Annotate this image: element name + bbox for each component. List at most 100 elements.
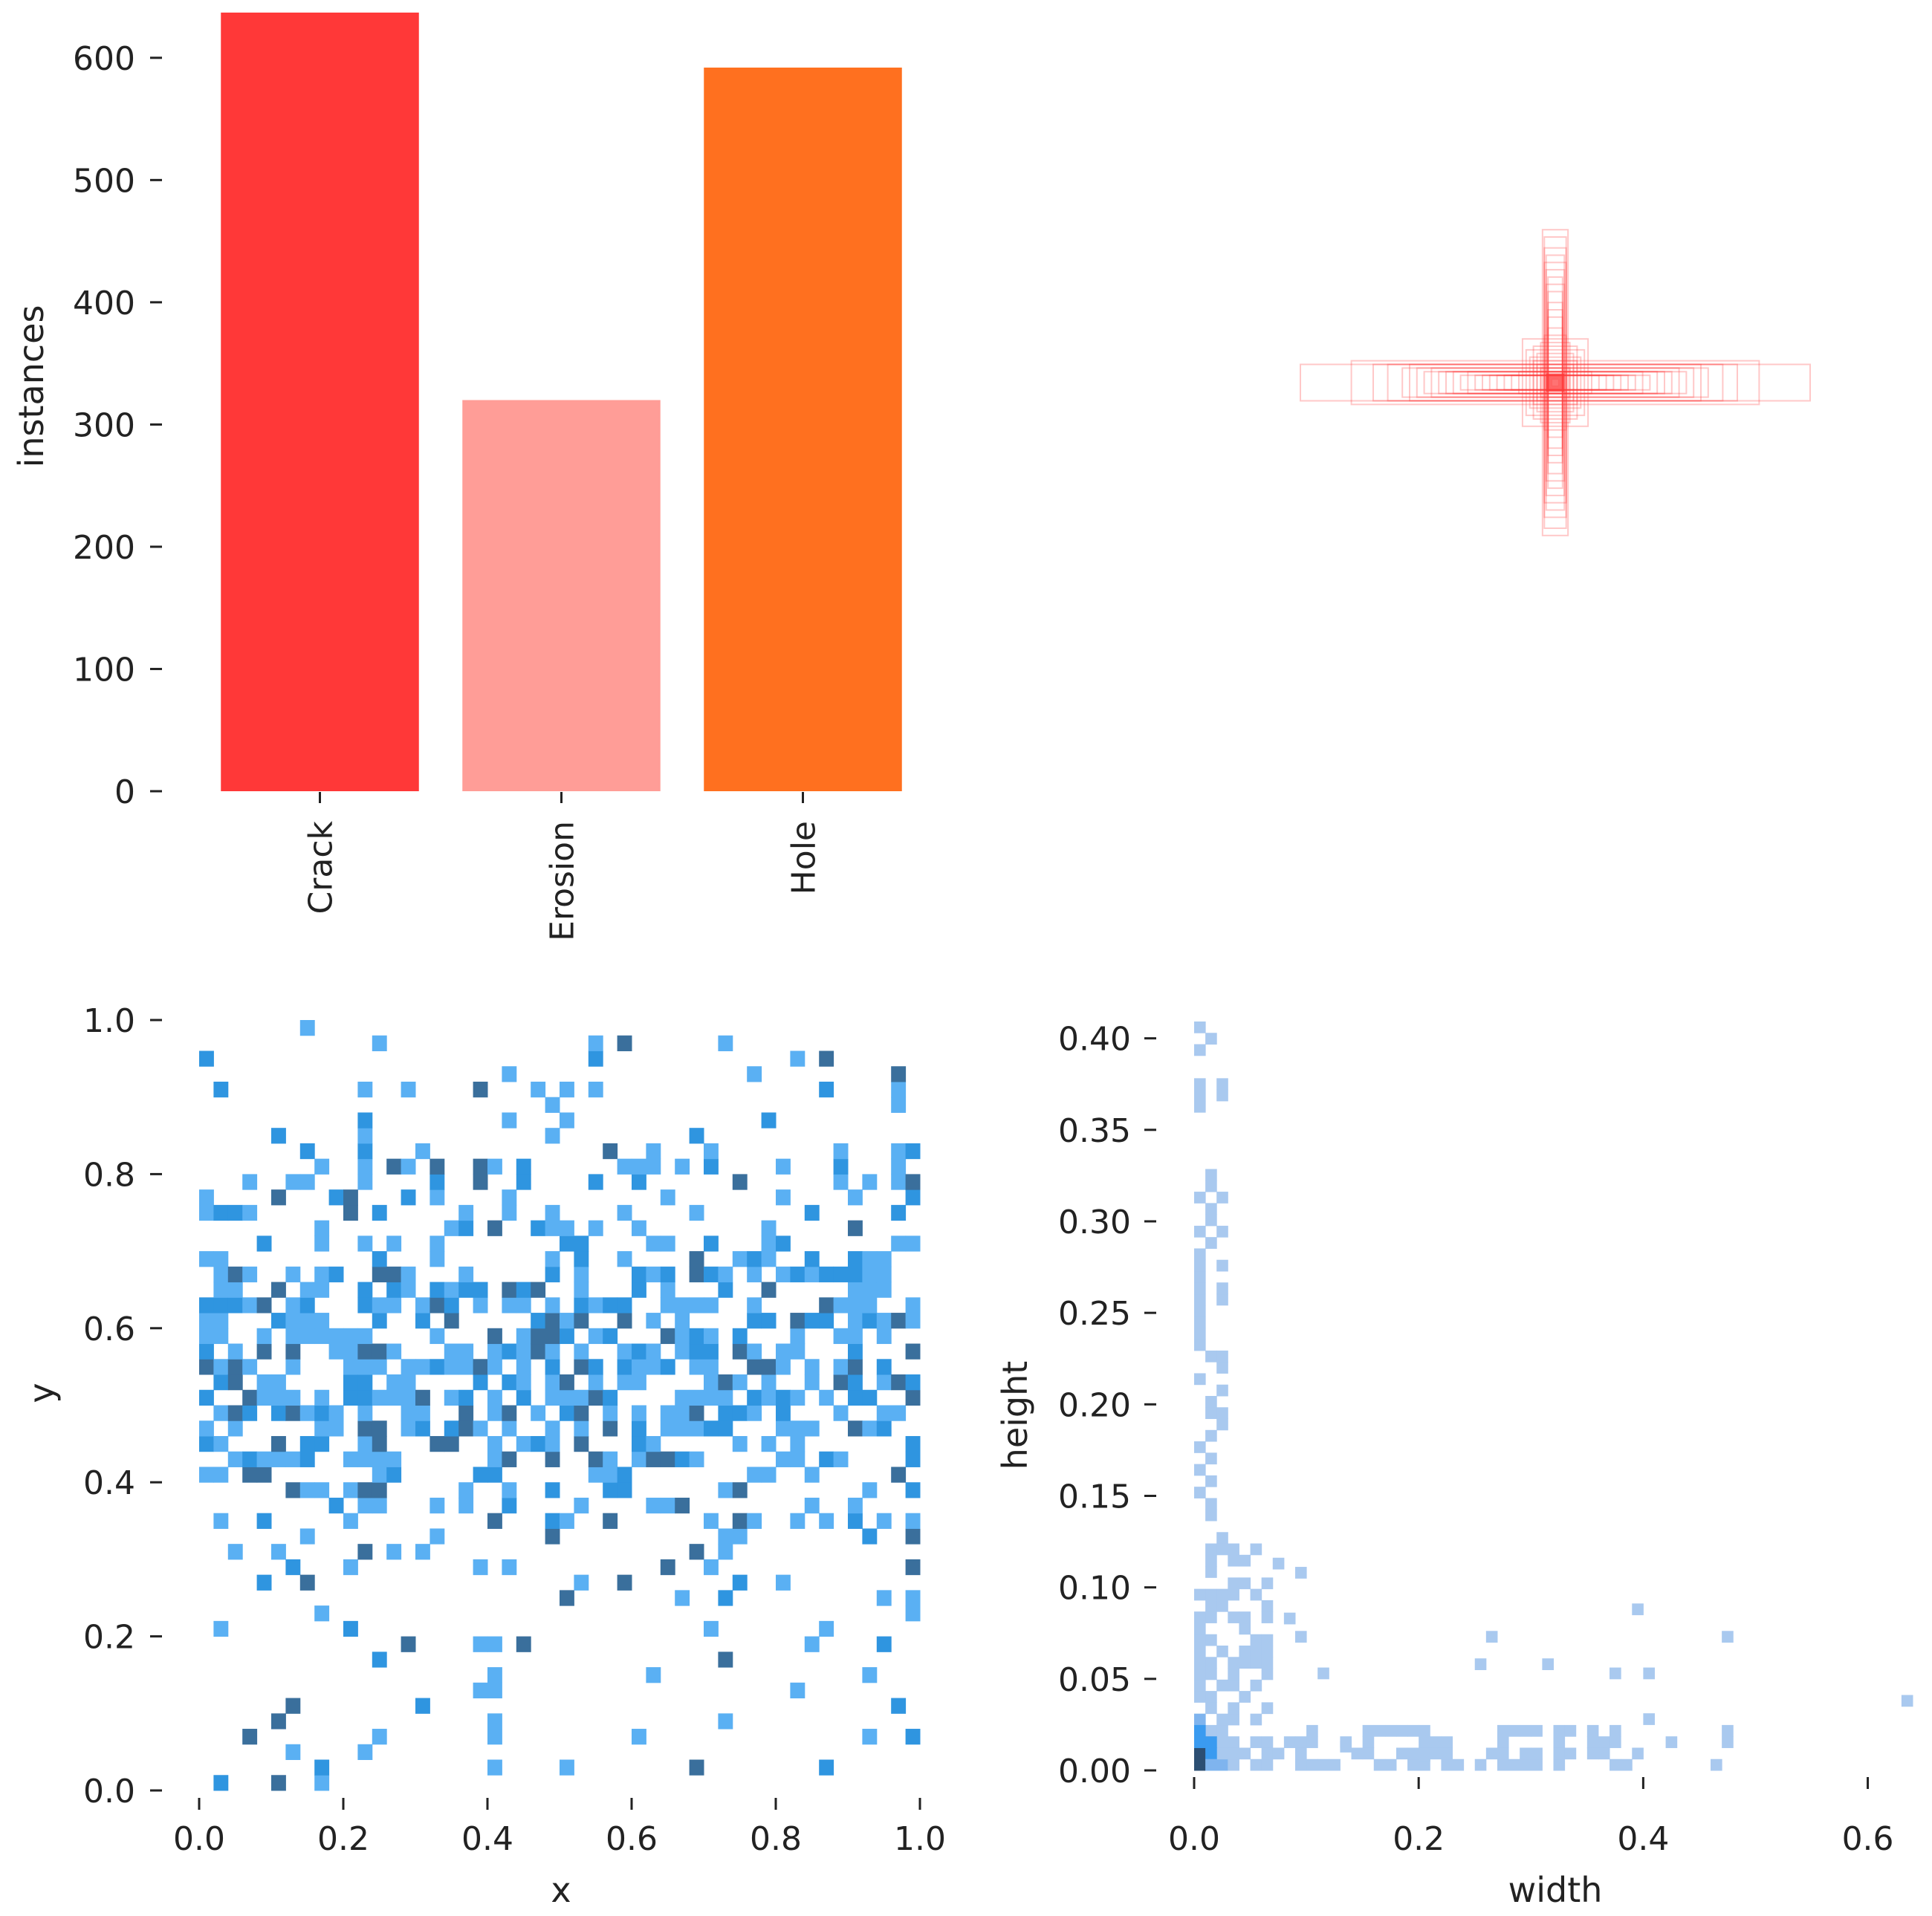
xy-heatmap-cell [357, 1420, 373, 1437]
xy-heatmap-cell [386, 1544, 402, 1560]
bounding-box [1543, 262, 1567, 504]
xy-heatmap-cell [876, 1374, 892, 1391]
xy-heatmap-cell [632, 1374, 646, 1391]
xy-heatmap-cell [213, 1266, 229, 1283]
xy-heatmap-cell [905, 1590, 921, 1606]
wh-y-tick-label: 0.00 [1058, 1753, 1131, 1790]
xy-heatmap-cell [689, 1759, 704, 1776]
xy-heatmap-cell [516, 1282, 531, 1298]
xy-heatmap-cell [343, 1389, 358, 1406]
xy-heatmap-cell [271, 1775, 286, 1791]
xy-heatmap-cell [848, 1297, 863, 1313]
xy-heatmap-cell [199, 1297, 214, 1313]
xy-heatmap-cell [675, 1158, 690, 1175]
xy-heatmap-cell [299, 1528, 315, 1545]
xy-heatmap-cell [357, 1744, 373, 1761]
xy-heatmap-cell [819, 1620, 834, 1637]
xy-heatmap-cell [328, 1405, 344, 1421]
xy-heatmap-cell [848, 1220, 863, 1236]
wh-heatmap-cell [1261, 1668, 1274, 1680]
xy-heatmap-cell [704, 1513, 719, 1529]
xy-heatmap-cell [848, 1374, 863, 1391]
width-height-heatmap: 0.0 0.2 0.4 0.6 0.00 0.05 0.10 0.15 0.20 0.25 0.3… [995, 1021, 1913, 1910]
bounding-box [1467, 371, 1644, 394]
xy-heatmap-cell [862, 1389, 878, 1406]
xy-heatmap-cell [603, 1482, 618, 1498]
xy-heatmap-cell [588, 1359, 603, 1375]
xy-heatmap-cell [848, 1282, 863, 1298]
bar-y-tick-label: 400 [73, 285, 135, 322]
xy-heatmap-cell [357, 1174, 373, 1190]
xy-heatmap-cell [689, 1328, 704, 1345]
xy-heatmap-cell [372, 1389, 387, 1406]
xy-heatmap-cell [574, 1497, 589, 1514]
xy-heatmap-cell [862, 1313, 878, 1329]
xy-heatmap-cell [660, 1359, 675, 1375]
xy-heatmap-cell [285, 1297, 301, 1313]
bar-y-ticks: 0 100 200 300 400 500 600 [73, 40, 162, 811]
bounding-box [1430, 367, 1680, 398]
xy-heatmap-cell [588, 1328, 603, 1345]
wh-heatmap-cell [1407, 1759, 1419, 1771]
xy-heatmap-cell [516, 1636, 531, 1652]
xy-heatmap-cell [314, 1266, 330, 1283]
xy-heatmap-cell [905, 1143, 921, 1160]
xy-heatmap-cell [704, 1297, 719, 1313]
xy-heatmap-cell [545, 1297, 560, 1313]
xy-heatmap-cell [299, 1143, 315, 1160]
xy-heatmap-cell [588, 1389, 603, 1406]
xy-heatmap-cell [603, 1297, 618, 1313]
bounding-box [1536, 363, 1575, 402]
xy-heatmap-cell [632, 1405, 646, 1421]
xy-heatmap-cell [574, 1435, 589, 1452]
wh-heatmap-cell [1419, 1724, 1430, 1737]
wh-heatmap-cell [1228, 1679, 1239, 1692]
wh-heatmap-cell [1340, 1741, 1352, 1753]
xy-heatmap-cell [603, 1451, 618, 1467]
xy-heatmap-cell [603, 1143, 618, 1160]
wh-heatmap-cell [1205, 1452, 1217, 1465]
wh-heatmap-cell [1216, 1407, 1228, 1420]
xy-heatmap-cell [213, 1328, 229, 1345]
wh-heatmap-cell [1665, 1736, 1678, 1748]
wh-heatmap-cell [1194, 1328, 1206, 1340]
xy-heatmap-cell [357, 1374, 373, 1391]
xy-heatmap-cell [876, 1251, 892, 1267]
xy-heatmap-cell [299, 1435, 315, 1452]
xy-heatmap-cell [473, 1081, 488, 1098]
xy-heatmap-cell [804, 1313, 820, 1329]
xy-heatmap-cell [689, 1420, 704, 1437]
xy-heatmap-cell [776, 1420, 791, 1437]
xy-heatmap-cell [732, 1513, 748, 1529]
xy-heatmap-cell [660, 1497, 675, 1514]
xy-heatmap-cell [516, 1343, 531, 1360]
xy-heatmap-cell [718, 1713, 733, 1730]
xy-y-tick-label: 0.0 [83, 1773, 135, 1811]
xy-heatmap-cell [747, 1359, 762, 1375]
wh-heatmap-cell [1228, 1657, 1239, 1669]
bar-x-tick-label: Hole [785, 821, 823, 894]
xy-heatmap-cell [429, 1359, 445, 1375]
xy-heatmap-cell [487, 1759, 502, 1776]
xy-heatmap-cell [560, 1328, 574, 1345]
wh-x-ticks: 0.0 0.2 0.4 0.6 [1168, 1777, 1894, 1858]
wh-y-tick-label: 0.35 [1058, 1112, 1131, 1150]
xy-heatmap-cell [804, 1374, 820, 1391]
xy-heatmap-cell [905, 1174, 921, 1190]
xy-heatmap-cell [415, 1420, 430, 1437]
bounding-box [1525, 348, 1586, 417]
xy-heatmap-cell [415, 1143, 430, 1160]
xy-heatmap-cell [343, 1482, 358, 1498]
wh-heatmap-cell [1362, 1724, 1375, 1737]
xy-y-ticks: 0.0 0.2 0.4 0.6 0.8 1.0 [83, 1002, 162, 1811]
wh-heatmap-cell [1261, 1657, 1274, 1669]
xy-heatmap-cell [458, 1282, 474, 1298]
wh-heatmap-cell [1261, 1645, 1274, 1657]
xy-heatmap-cell [357, 1405, 373, 1421]
xy-heatmap-cell [256, 1374, 272, 1391]
bounding-box [1529, 356, 1582, 409]
xy-heatmap-cell [487, 1389, 502, 1406]
xy-heatmap-cell [747, 1405, 762, 1421]
xy-heatmap-cell [473, 1282, 488, 1298]
